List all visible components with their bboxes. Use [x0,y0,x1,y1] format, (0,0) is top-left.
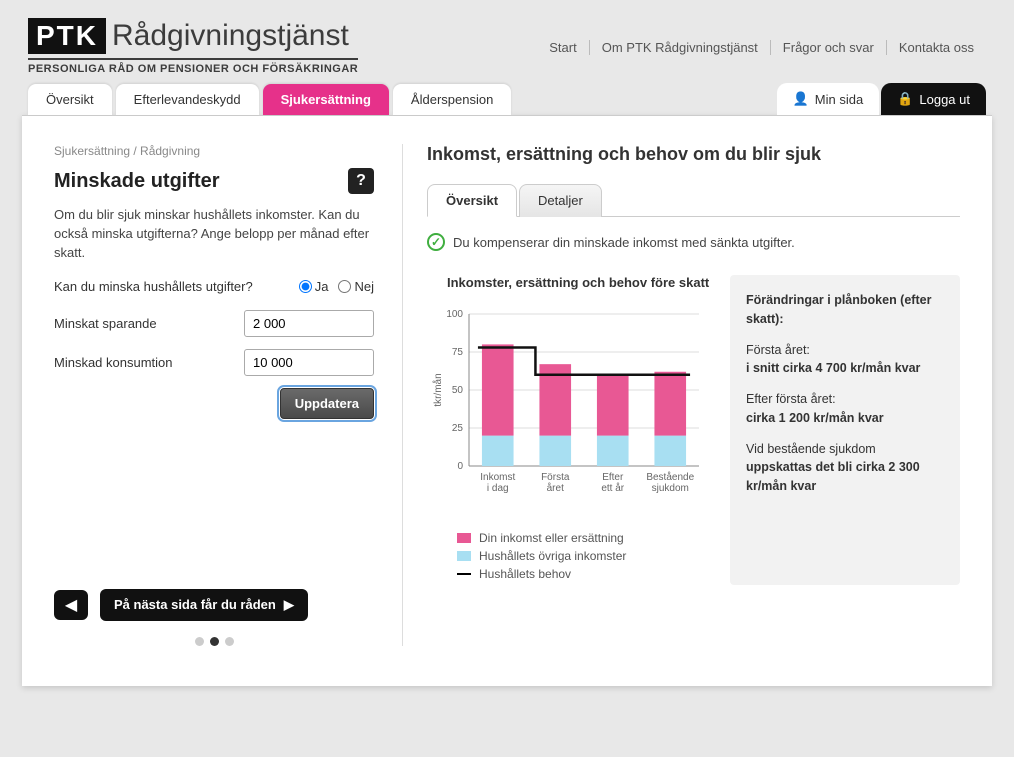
legend: Din inkomst eller ersättning Hushållets … [457,531,716,581]
dot-1 [210,637,219,646]
right-title: Inkomst, ersättning och behov om du blir… [427,144,960,165]
svg-text:75: 75 [452,347,464,358]
check-icon: ✓ [427,233,445,251]
panel-l2b: cirka 1 200 kr/mån kvar [746,411,884,425]
topnav-about[interactable]: Om PTK Rådgivningstjänst [590,40,771,55]
topnav-faq[interactable]: Frågor och svar [771,40,887,55]
field2-label: Minskad konsumtion [54,355,244,370]
svg-text:tkr/mån: tkr/mån [432,373,444,406]
logo-box: PTK [28,18,106,54]
dot-2 [225,637,234,646]
svg-text:0: 0 [457,461,463,472]
subtab-oversikt[interactable]: Översikt [427,184,517,217]
topnav-start[interactable]: Start [537,40,589,55]
svg-text:25: 25 [452,423,464,434]
subtab-detaljer[interactable]: Detaljer [519,184,602,217]
svg-text:sjukdom: sjukdom [652,483,689,494]
svg-text:i dag: i dag [487,483,509,494]
svg-text:50: 50 [452,385,464,396]
info-panel: Förändringar i plånboken (efter skatt): … [730,275,960,585]
topnav-contact[interactable]: Kontakta oss [887,40,986,55]
minsida-label: Min sida [815,92,863,107]
intro-text: Om du blir sjuk minskar hushållets inkom… [54,206,374,263]
nav-back-button[interactable]: ◀ [54,590,88,620]
status-row: ✓ Du kompenserar din minskade inkomst me… [427,233,960,251]
tab-logout[interactable]: 🔒 Logga ut [881,83,986,115]
breadcrumb: Sjukersättning / Rådgivning [54,144,374,158]
legend-income: Din inkomst eller ersättning [479,531,624,545]
tab-oversikt[interactable]: Översikt [28,84,112,115]
svg-text:100: 100 [446,309,463,320]
radio-no-label: Nej [354,279,374,294]
chevron-right-icon: ▶ [284,597,294,613]
svg-text:Första: Första [541,472,570,483]
chart: 0 25 50 75 100 tkr/mån Inkomsti dag Förstaåret E… [427,304,707,504]
tab-minsida[interactable]: 👤 Min sida [777,83,880,115]
panel-l3b: uppskattas det bli cirka 2 300 kr/mån kv… [746,460,920,493]
radio-question: Kan du minska hushållets utgifter? [54,279,289,294]
step-dots [54,637,374,646]
chart-title: Inkomster, ersättning och behov före ska… [447,275,716,290]
logout-label: Logga ut [919,92,970,107]
top-nav: Start Om PTK Rådgivningstjänst Frågor oc… [537,40,986,55]
legend-swatch-income [457,533,471,543]
svg-text:ett år: ett år [601,482,624,494]
logo: PTK Rådgivningstjänst PERSONLIGA RÅD OM … [28,18,358,75]
subtabs: Översikt Detaljer [427,183,960,217]
status-text: Du kompenserar din minskade inkomst med … [453,235,795,250]
dot-0 [195,637,204,646]
panel-l3a: Vid bestående sjukdom [746,442,876,456]
svg-text:Bestående: Bestående [646,471,694,483]
lock-icon: 🔒 [897,91,913,107]
radio-no[interactable] [338,280,351,293]
main-tabs: Översikt Efterlevandeskydd Sjukersättnin… [0,83,1014,115]
field1-label: Minskat sparande [54,316,244,331]
update-button[interactable]: Uppdatera [280,388,374,419]
nav-next-button[interactable]: På nästa sida får du råden ▶ [100,589,308,621]
user-icon: 👤 [793,91,809,107]
panel-l1b: i snitt cirka 4 700 kr/mån kvar [746,361,920,375]
tab-efterlevande[interactable]: Efterlevandeskydd [116,84,259,115]
legend-swatch-other [457,551,471,561]
field1-input[interactable] [244,310,374,337]
logo-text: Rådgivningstjänst [112,19,349,53]
svg-text:Efter: Efter [602,472,624,483]
svg-text:Inkomst: Inkomst [480,472,515,483]
legend-need: Hushållets behov [479,567,571,581]
radio-yes-label: Ja [315,279,329,294]
logo-subtitle: PERSONLIGA RÅD OM PENSIONER OCH FÖRSÄKRI… [28,58,358,75]
radio-yes[interactable] [299,280,312,293]
field2-input[interactable] [244,349,374,376]
panel-l2a: Efter första året: [746,392,836,406]
svg-text:året: året [547,482,564,494]
nav-next-label: På nästa sida får du råden [114,597,276,612]
tab-alders[interactable]: Ålderspension [393,84,511,115]
tab-sjuk[interactable]: Sjukersättning [263,84,389,115]
panel-l1a: Första året: [746,343,810,357]
panel-title: Förändringar i plånboken (efter skatt): [746,291,944,329]
help-button[interactable]: ? [348,168,374,194]
page-title: Minskade utgifter [54,170,220,193]
legend-swatch-need [457,573,471,575]
legend-other: Hushållets övriga inkomster [479,549,626,563]
